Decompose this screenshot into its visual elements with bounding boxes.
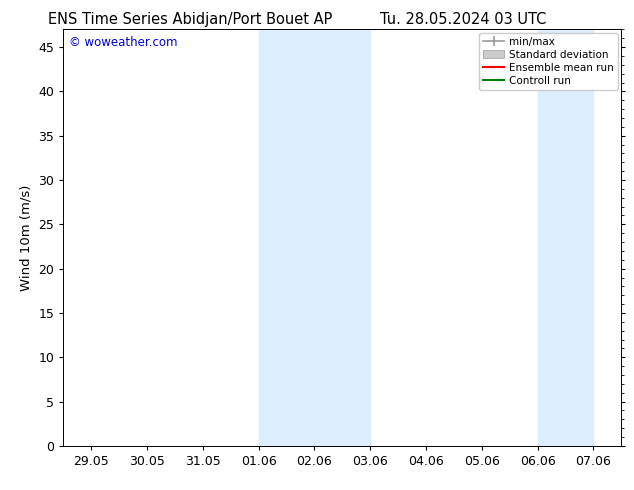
- Legend: min/max, Standard deviation, Ensemble mean run, Controll run: min/max, Standard deviation, Ensemble me…: [479, 32, 618, 90]
- Bar: [259, 29, 370, 446]
- Bar: [538, 29, 593, 446]
- Text: Tu. 28.05.2024 03 UTC: Tu. 28.05.2024 03 UTC: [380, 12, 546, 27]
- Text: ENS Time Series Abidjan/Port Bouet AP: ENS Time Series Abidjan/Port Bouet AP: [48, 12, 332, 27]
- Text: © woweather.com: © woweather.com: [69, 36, 178, 49]
- Y-axis label: Wind 10m (m/s): Wind 10m (m/s): [20, 184, 33, 291]
